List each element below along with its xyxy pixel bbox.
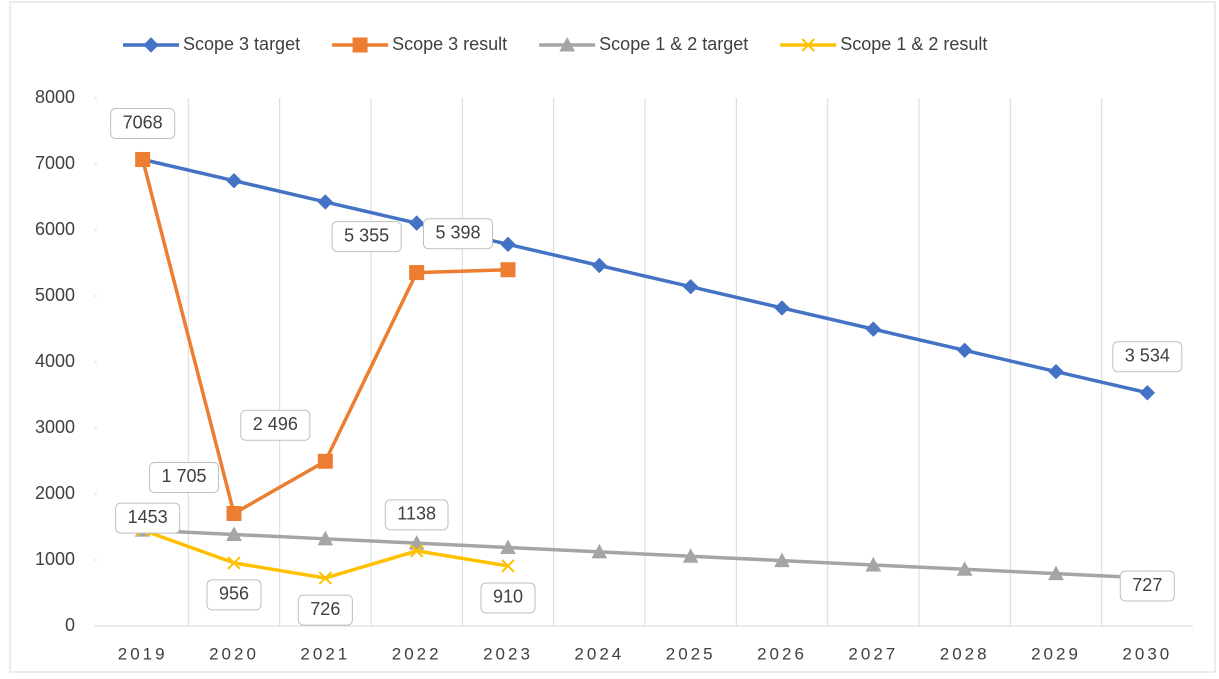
marker xyxy=(227,556,241,570)
legend-label: Scope 3 target xyxy=(183,34,300,54)
marker xyxy=(682,278,699,295)
data-label-box xyxy=(240,409,311,441)
data-label: 1138 xyxy=(397,504,436,524)
marker xyxy=(500,236,516,253)
marker xyxy=(135,152,151,168)
data-label: 1 705 xyxy=(161,466,206,486)
x-tick-label: 2019 xyxy=(118,644,168,663)
marker xyxy=(501,559,515,573)
series-line xyxy=(142,157,1148,395)
marker xyxy=(956,561,973,576)
marker xyxy=(1139,385,1156,401)
marker xyxy=(956,342,973,359)
data-label: 7068 xyxy=(123,112,163,132)
data-label-box xyxy=(1119,570,1175,602)
y-tick-label: 8000 xyxy=(35,87,75,107)
marker xyxy=(352,37,368,53)
marker xyxy=(801,38,815,52)
legend-label: Scope 3 result xyxy=(392,34,507,54)
marker xyxy=(500,262,516,278)
y-tick-label: 3000 xyxy=(35,417,75,437)
y-tick-label: 6000 xyxy=(35,219,75,239)
marker xyxy=(409,265,425,281)
marker xyxy=(500,539,516,555)
data-label-box xyxy=(297,594,353,626)
marker xyxy=(591,543,608,559)
chart-frame xyxy=(9,1,1216,673)
marker xyxy=(865,556,882,572)
marker xyxy=(559,36,576,52)
y-tick-label: 7000 xyxy=(35,153,75,173)
data-label-box xyxy=(384,499,449,531)
marker xyxy=(226,526,242,541)
data-label-box xyxy=(206,579,262,611)
data-labels: 3 534 7068 1 705 2 496 5 355 5 398 727 1453 956 7… xyxy=(110,108,1183,626)
marker xyxy=(317,453,333,469)
marker xyxy=(408,215,425,231)
x-tick-label: 2021 xyxy=(300,644,350,663)
x-tick-label: 2027 xyxy=(848,644,898,663)
marker xyxy=(1048,363,1064,380)
marker xyxy=(317,530,334,546)
x-tick-label: 2029 xyxy=(1031,644,1081,663)
y-tick-label: 4000 xyxy=(35,351,75,371)
marker xyxy=(226,172,242,189)
marker xyxy=(143,37,159,53)
data-label: 5 355 xyxy=(344,225,389,245)
data-label: 726 xyxy=(310,599,340,619)
data-label: 727 xyxy=(1132,575,1162,595)
data-label: 3 534 xyxy=(1125,346,1170,366)
data-label-box xyxy=(148,461,220,493)
legend-label: Scope 1 & 2 target xyxy=(599,34,748,54)
marker xyxy=(774,300,790,316)
legend-label: Scope 1 & 2 result xyxy=(840,34,987,54)
marker xyxy=(318,571,333,585)
data-label: 2 496 xyxy=(253,414,298,434)
marker xyxy=(591,257,608,274)
plot xyxy=(134,151,1156,585)
marker xyxy=(774,552,790,568)
x-tick-label: 2023 xyxy=(483,644,533,663)
data-label-box xyxy=(331,221,402,253)
x-tick-label: 2026 xyxy=(757,644,807,663)
data-label-box xyxy=(422,218,494,250)
x-tick-label: 2028 xyxy=(940,644,990,663)
marker xyxy=(682,548,699,563)
x-tick-label: 2025 xyxy=(666,644,716,663)
marker xyxy=(409,544,424,558)
data-label-box xyxy=(1112,341,1183,373)
marker xyxy=(865,321,882,337)
marker xyxy=(1048,565,1064,581)
marker xyxy=(317,194,334,210)
y-tick-label: 0 xyxy=(65,615,75,635)
data-label: 5 398 xyxy=(435,222,480,242)
data-label-box xyxy=(110,108,176,140)
data-label-box xyxy=(115,502,181,534)
data-label: 1453 xyxy=(128,507,168,527)
x-tick-label: 2020 xyxy=(209,644,259,663)
data-label: 956 xyxy=(219,584,249,604)
series-line xyxy=(142,528,1148,580)
x-tick-label: 2030 xyxy=(1122,644,1172,663)
data-label-box xyxy=(480,582,536,614)
y-tick-label: 2000 xyxy=(35,483,75,503)
y-tick-label: 1000 xyxy=(35,549,75,569)
y-tick-label: 5000 xyxy=(35,285,75,305)
x-tick-label: 2024 xyxy=(574,644,624,663)
legend: Scope 3 target Scope 3 result Scope 1 & 2 … xyxy=(123,34,987,54)
data-label: 910 xyxy=(493,587,523,607)
marker xyxy=(226,505,242,521)
x-tick-label: 2022 xyxy=(392,644,442,663)
